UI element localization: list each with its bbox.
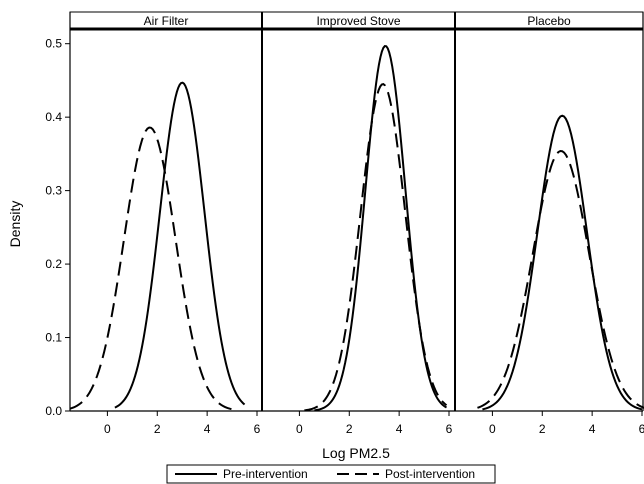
legend-label: Pre-intervention [223, 467, 308, 481]
panel-improved-stove: Improved Stove 0 2 4 6 [261, 11, 456, 436]
x-tick-label: 2 [346, 422, 353, 436]
density-curve-pre-intervention [482, 114, 643, 411]
density-curve-pre-intervention [114, 81, 246, 409]
facet-panels: Air Filter 0 2 4 6 Improved Stove 0 2 4 6 Placebo 0… [69, 11, 644, 436]
x-tick-label: 6 [254, 422, 261, 436]
y-axis-title: Density [7, 201, 23, 248]
density-curve-post-intervention [304, 83, 448, 412]
strip-label: Air Filter [144, 14, 189, 28]
x-tick-label: 4 [396, 422, 403, 436]
y-tick-label: 0.0 [45, 404, 62, 418]
y-tick-label: 0.3 [45, 184, 62, 198]
x-tick-label: 2 [539, 422, 546, 436]
y-tick-label: 0.5 [45, 37, 62, 51]
density-curve-post-intervention [477, 149, 644, 409]
density-curve-pre-intervention [314, 44, 448, 412]
y-tick-label: 0.1 [45, 331, 62, 345]
strip-label: Placebo [527, 14, 571, 28]
x-tick-label: 0 [296, 422, 303, 436]
y-tick-label: 0.2 [45, 257, 62, 271]
legend-label: Post-intervention [385, 467, 475, 481]
panel-placebo: Placebo 0 2 4 6 [454, 11, 644, 436]
x-tick-label: 6 [639, 422, 644, 436]
x-tick-label: 2 [154, 422, 161, 436]
panel-air-filter: Air Filter 0 2 4 6 [69, 11, 263, 436]
density-curve-post-intervention [69, 126, 233, 411]
x-tick-label: 0 [489, 422, 496, 436]
x-tick-label: 4 [204, 422, 211, 436]
x-tick-label: 6 [446, 422, 453, 436]
legend: Pre-intervention Post-intervention [166, 464, 496, 484]
y-tick-label: 0.4 [45, 110, 62, 124]
x-tick-label: 0 [104, 422, 111, 436]
x-tick-label: 4 [589, 422, 596, 436]
x-axis-title: Log PM2.5 [322, 445, 390, 461]
strip-label: Improved Stove [316, 14, 400, 28]
legend-box [166, 464, 496, 484]
